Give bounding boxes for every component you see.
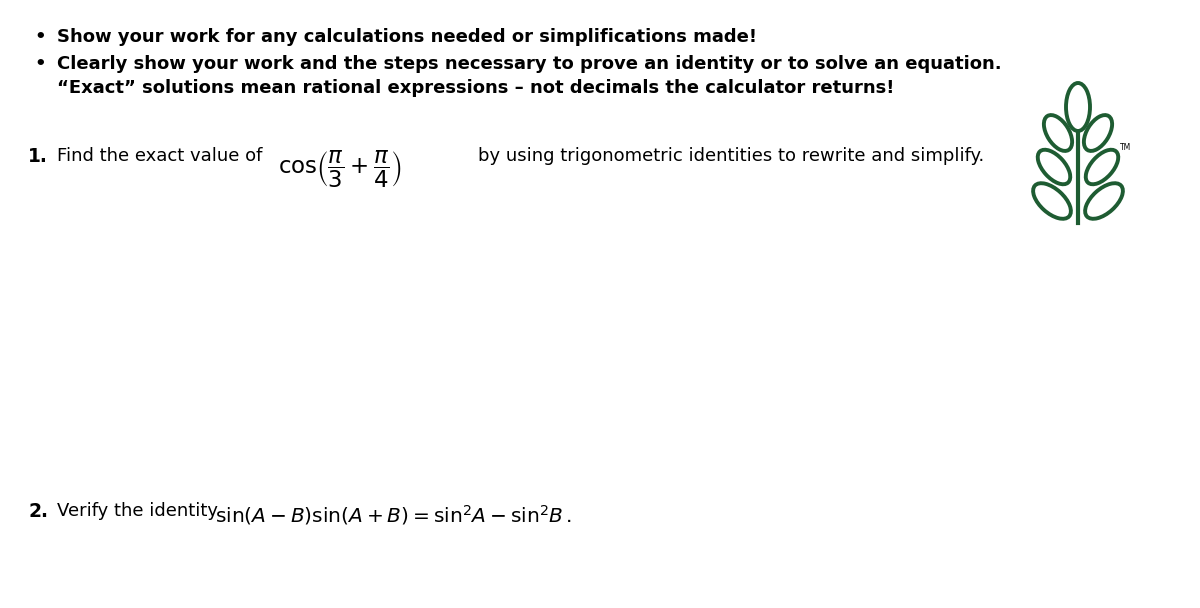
Text: 2.: 2. — [28, 502, 48, 521]
Ellipse shape — [1066, 83, 1090, 131]
Text: •: • — [34, 28, 46, 46]
Ellipse shape — [1038, 150, 1070, 184]
Text: Show your work for any calculations needed or simplifications made!: Show your work for any calculations need… — [58, 28, 757, 46]
Text: •: • — [34, 55, 46, 73]
Text: $\sin(A-B)\sin(A+B) = \sin^2\!A - \sin^2\!B\,.$: $\sin(A-B)\sin(A+B) = \sin^2\!A - \sin^2… — [215, 503, 572, 527]
Text: Clearly show your work and the steps necessary to prove an identity or to solve : Clearly show your work and the steps nec… — [58, 55, 1002, 73]
Text: 1.: 1. — [28, 147, 48, 166]
Ellipse shape — [1085, 183, 1123, 219]
Ellipse shape — [1086, 150, 1118, 184]
Text: $\cos\!\left(\dfrac{\pi}{3}+\dfrac{\pi}{4}\right)$: $\cos\!\left(\dfrac{\pi}{3}+\dfrac{\pi}{… — [278, 149, 402, 190]
Text: TM: TM — [1120, 143, 1132, 152]
Text: Find the exact value of: Find the exact value of — [58, 147, 263, 165]
Ellipse shape — [1033, 183, 1070, 219]
Ellipse shape — [1084, 115, 1112, 151]
Text: Verify the identity: Verify the identity — [58, 502, 218, 520]
Ellipse shape — [1044, 115, 1072, 151]
Text: “Exact” solutions mean rational expressions – not decimals the calculator return: “Exact” solutions mean rational expressi… — [58, 79, 894, 97]
Text: by using trigonometric identities to rewrite and simplify.: by using trigonometric identities to rew… — [478, 147, 984, 165]
